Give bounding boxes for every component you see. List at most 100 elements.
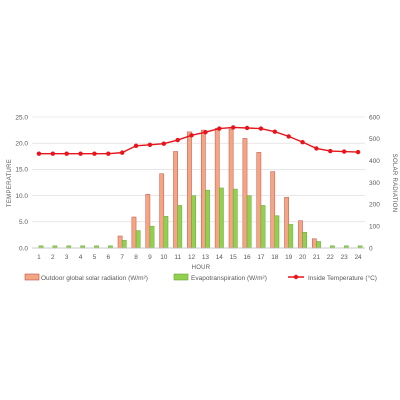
right-tick-label: 200 [369, 202, 380, 209]
legend-label-solar-radiation: Outdoor global solar radiation (W/m²) [41, 275, 148, 282]
solar-radiation-bar [228, 128, 234, 249]
x-tick-label: 18 [271, 254, 279, 261]
inside-temperature-point [328, 148, 333, 154]
legend: Outdoor global solar radiation (W/m²) Ev… [24, 273, 377, 282]
inside-temperature-point [258, 126, 264, 131]
evapotranspiration-bar [246, 195, 252, 249]
inside-temperature-point [133, 143, 139, 149]
solar-radiation-bar [284, 197, 289, 249]
inside-temperature-point [64, 151, 69, 156]
legend-label-evapotranspiration: Evapotranspiration (W/m²) [191, 275, 267, 282]
left-tick-label: 10.0 [15, 193, 28, 200]
solar-radiation-bar [117, 235, 123, 249]
solar-radiation-bar [298, 220, 303, 249]
evapotranspiration-bar [219, 187, 224, 249]
evapotranspiration-bar [149, 225, 155, 249]
right-axis-ticks: 0 100 200 300 400 500 600 [369, 114, 380, 252]
x-tick-label: 7 [120, 254, 124, 261]
inside-temperature-point [78, 151, 83, 156]
right-tick-label: 100 [369, 223, 380, 230]
inside-temperature-point [106, 151, 111, 156]
inside-temperature-point [230, 125, 236, 130]
solar-radiation-bar [187, 131, 192, 249]
evapotranspiration-bar [232, 188, 238, 249]
x-axis-ticks: 1 2 3 4 5 6 7 8 9 10 11 12 13 14 15 16 17 18 19 20 21 22 23 24 [37, 254, 362, 261]
evapotranspiration-bar [163, 216, 169, 249]
x-tick-label: 4 [79, 254, 83, 261]
left-axis-title: TEMPERATURE [7, 159, 13, 207]
inside-temperature-point [355, 149, 361, 155]
x-tick-label: 21 [313, 254, 321, 261]
legend-label-inside-temperature: Inside Temperature (°C) [308, 274, 377, 282]
evapotranspiration-bar [302, 232, 308, 249]
x-tick-label: 14 [216, 254, 224, 261]
x-tick-label: 9 [148, 254, 152, 261]
evapotranspiration-bar [288, 224, 294, 249]
x-tick-label: 10 [160, 254, 168, 261]
legend-swatch-evapotranspiration [173, 273, 189, 281]
left-tick-label: 15.0 [15, 167, 28, 174]
x-tick-label: 22 [327, 254, 335, 261]
inside-temperature-point [286, 134, 291, 139]
line-series [36, 125, 361, 156]
legend-item-solar-radiation: Outdoor global solar radiation (W/m²) [24, 273, 148, 282]
inside-temperature-point [244, 125, 250, 131]
x-tick-label: 23 [341, 254, 349, 261]
solar-radiation-bar [242, 138, 248, 249]
solar-radiation-bar [256, 152, 262, 249]
legend-swatch-marker-inside-temperature [293, 274, 299, 280]
inside-temperature-point [300, 139, 305, 145]
x-tick-label: 3 [65, 254, 69, 261]
x-tick-label: 1 [37, 254, 41, 261]
x-tick-label: 24 [354, 254, 362, 261]
x-tick-label: 2 [51, 254, 55, 261]
x-tick-label: 15 [230, 254, 238, 261]
evapotranspiration-bar [135, 230, 141, 249]
evapotranspiration-bar [191, 195, 197, 249]
x-tick-label: 17 [257, 254, 265, 261]
solar-radiation-bar [131, 216, 137, 249]
x-tick-label: 11 [174, 254, 181, 261]
right-tick-label: 600 [369, 114, 380, 121]
right-axis-title: SOLAR RADIATION [391, 154, 397, 213]
inside-temperature-point [161, 141, 167, 146]
inside-temperature-point [203, 129, 208, 135]
x-tick-label: 16 [243, 254, 251, 261]
left-tick-label: 20.0 [15, 141, 28, 148]
x-tick-label: 13 [202, 254, 210, 261]
inside-temperature-point [272, 129, 278, 134]
legend-item-evapotranspiration: Evapotranspiration (W/m²) [173, 273, 267, 282]
x-tick-label: 20 [299, 254, 307, 261]
legend-swatch-solar-radiation [24, 273, 40, 281]
left-axis-ticks: 0.0 5.0 10.0 15.0 20.0 25.0 [15, 114, 28, 252]
inside-temperature-point [341, 149, 347, 154]
evapotranspiration-bar [177, 205, 183, 249]
grid-lines [32, 116, 365, 249]
solar-radiation-bar [173, 151, 178, 249]
left-tick-label: 0.0 [19, 245, 28, 252]
left-tick-label: 25.0 [15, 114, 28, 121]
right-tick-label: 300 [369, 180, 380, 187]
evapotranspiration-bar [274, 215, 280, 249]
x-tick-label: 19 [285, 254, 293, 261]
right-tick-label: 500 [369, 136, 380, 143]
x-tick-label: 5 [93, 254, 97, 261]
inside-temperature-point [50, 151, 56, 156]
solar-radiation-bar [311, 238, 317, 249]
inside-temperature-point [92, 151, 97, 156]
left-tick-label: 5.0 [19, 219, 28, 226]
x-tick-label: 6 [107, 254, 111, 261]
x-tick-label: 8 [134, 254, 138, 261]
solar-radiation-bar [200, 129, 206, 249]
inside-temperature-line [38, 126, 359, 155]
inside-temperature-point [147, 142, 153, 147]
inside-temperature-point [314, 146, 319, 151]
x-tick-label: 12 [188, 254, 196, 261]
inside-temperature-point [189, 133, 194, 138]
evapotranspiration-bar [205, 189, 210, 249]
right-tick-label: 0 [369, 245, 373, 252]
inside-temperature-point [217, 126, 222, 131]
solar-radiation-bar [159, 173, 165, 249]
legend-item-inside-temperature: Inside Temperature (°C) [288, 274, 377, 282]
evapotranspiration-bar [121, 240, 127, 249]
